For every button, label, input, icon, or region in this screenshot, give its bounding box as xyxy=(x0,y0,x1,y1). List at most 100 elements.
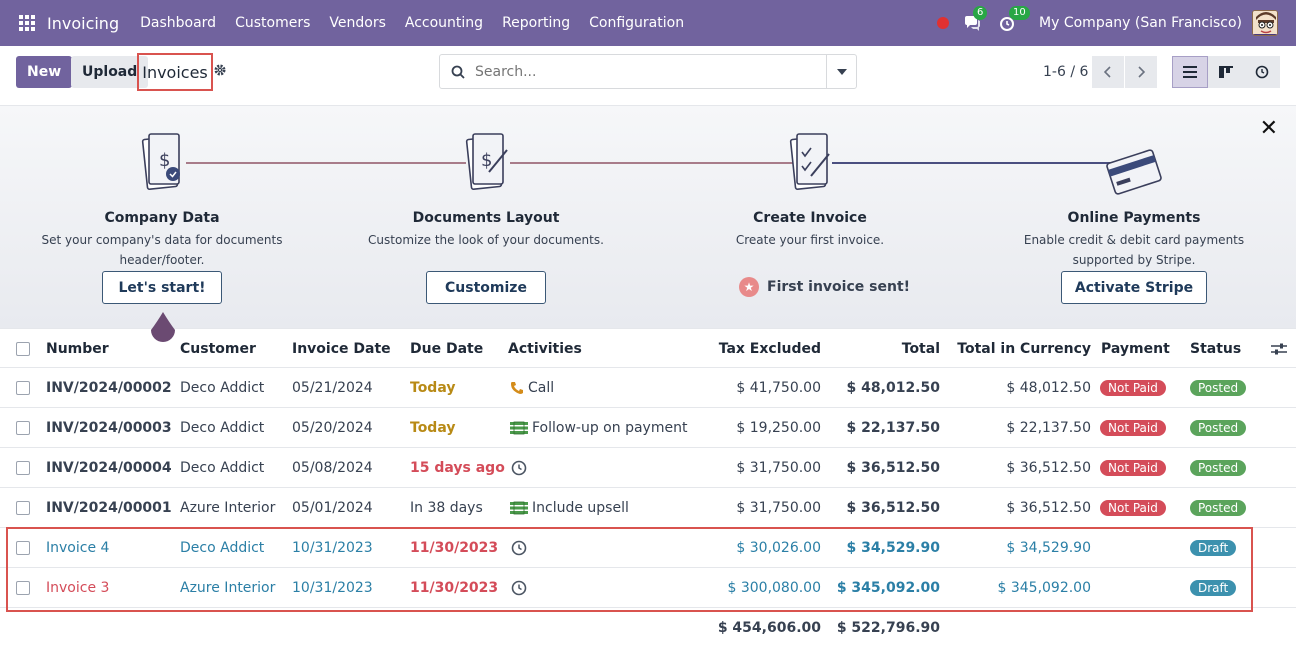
messages-icon[interactable]: 6 xyxy=(963,6,988,32)
status-badge: Draft xyxy=(1190,580,1237,596)
cell-total: $ 34,529.90 xyxy=(846,540,940,556)
first-invoice-sent-status: ★ First invoice sent! xyxy=(739,277,910,297)
cell-total-in-currency: $ 345,092.00 xyxy=(997,580,1091,596)
column-status[interactable]: Status xyxy=(1190,341,1242,357)
onboarding-step-online-payments: Online Payments Enable credit & debit ca… xyxy=(994,128,1274,270)
cell-total: $ 36,512.50 xyxy=(846,500,940,516)
column-activities[interactable]: Activities xyxy=(508,341,582,357)
table-row[interactable]: Invoice 3 Azure Interior 10/31/2023 11/3… xyxy=(0,568,1296,608)
select-all-checkbox[interactable] xyxy=(16,342,30,356)
money-icon xyxy=(510,421,528,435)
onboarding-step-create-invoice: Create Invoice Create your first invoice… xyxy=(670,128,950,250)
recording-dot-icon[interactable] xyxy=(937,17,950,29)
cell-total: $ 345,092.00 xyxy=(836,580,940,596)
column-total[interactable]: Total xyxy=(901,341,940,357)
pager-next-button[interactable] xyxy=(1125,56,1157,88)
activity-label: Follow-up on payment xyxy=(532,420,688,436)
menu-customers[interactable]: Customers xyxy=(235,15,311,31)
company-data-illustration-icon: $ xyxy=(22,128,302,198)
menu-dashboard[interactable]: Dashboard xyxy=(140,15,217,31)
step-title: Company Data xyxy=(104,210,220,226)
cell-total-in-currency: $ 34,529.90 xyxy=(1006,540,1091,556)
onboarding-panel: ✕ $ Company Data Set your company's data… xyxy=(0,106,1296,328)
row-checkbox[interactable] xyxy=(16,381,30,395)
gear-icon[interactable] xyxy=(214,64,226,80)
activity-view-button[interactable] xyxy=(1244,56,1280,88)
cell-invoice-date: 05/21/2024 xyxy=(292,380,373,396)
column-customer[interactable]: Customer xyxy=(180,341,256,357)
documents-layout-illustration-icon: $ xyxy=(346,128,626,198)
customize-button[interactable]: Customize xyxy=(426,271,546,304)
cell-number: INV/2024/00004 xyxy=(46,460,172,476)
cell-activity[interactable] xyxy=(511,568,531,608)
company-switcher[interactable]: My Company (San Francisco) xyxy=(1039,15,1242,31)
list-view-button[interactable] xyxy=(1172,56,1208,88)
cell-total-in-currency: $ 48,012.50 xyxy=(1006,380,1091,396)
column-payment[interactable]: Payment xyxy=(1101,341,1170,357)
table-row[interactable]: INV/2024/00003 Deco Addict 05/20/2024 To… xyxy=(0,408,1296,448)
step-desc: Enable credit & debit card payments xyxy=(1023,233,1245,247)
total-tax-excluded: $ 454,606.00 xyxy=(717,620,821,636)
new-button[interactable]: New xyxy=(16,56,73,88)
column-total-in-currency[interactable]: Total in Currency xyxy=(957,341,1091,357)
payment-badge: Not Paid xyxy=(1100,460,1166,476)
search-options-toggle[interactable] xyxy=(826,55,856,88)
pager-value[interactable]: 1-6 / 6 xyxy=(1043,64,1089,80)
cell-activity[interactable] xyxy=(511,528,531,568)
step-desc: Set your company's data for documents xyxy=(41,233,283,247)
pager-previous-button[interactable] xyxy=(1092,56,1124,88)
progress-line xyxy=(186,162,466,164)
cell-customer: Deco Addict xyxy=(180,460,265,476)
column-settings-icon[interactable] xyxy=(1271,329,1287,369)
lets-start-button[interactable]: Let's start! xyxy=(102,271,222,304)
row-checkbox[interactable] xyxy=(16,421,30,435)
search-input[interactable] xyxy=(475,63,825,80)
table-row[interactable]: Invoice 4 Deco Addict 10/31/2023 11/30/2… xyxy=(0,528,1296,568)
kanban-view-button[interactable] xyxy=(1208,56,1244,88)
messages-badge: 6 xyxy=(973,6,988,20)
activate-stripe-button[interactable]: Activate Stripe xyxy=(1061,271,1207,304)
status-badge: Posted xyxy=(1190,420,1247,436)
cell-activity[interactable] xyxy=(511,448,531,488)
search-bar xyxy=(439,54,857,89)
cell-due-date: 15 days ago xyxy=(410,460,505,476)
cell-total: $ 36,512.50 xyxy=(846,460,940,476)
clock-icon xyxy=(1255,65,1269,79)
table-row[interactable]: INV/2024/00004 Deco Addict 05/08/2024 15… xyxy=(0,448,1296,488)
upload-button[interactable]: Upload xyxy=(71,56,149,88)
cell-customer: Deco Addict xyxy=(180,420,265,436)
apps-menu-icon[interactable] xyxy=(19,15,35,31)
svg-text:$: $ xyxy=(159,150,170,171)
cell-due-date: 11/30/2023 xyxy=(410,540,499,556)
cell-activity[interactable]: Call xyxy=(510,368,554,408)
column-tax-excluded[interactable]: Tax Excluded xyxy=(718,341,821,357)
column-number[interactable]: Number xyxy=(46,341,109,357)
menu-reporting[interactable]: Reporting xyxy=(502,15,571,31)
activity-clock-icon[interactable]: 10 xyxy=(999,6,1030,32)
menu-vendors[interactable]: Vendors xyxy=(329,15,386,31)
row-checkbox[interactable] xyxy=(16,581,30,595)
row-checkbox[interactable] xyxy=(16,501,30,515)
app-name[interactable]: Invoicing xyxy=(47,13,120,33)
svg-text:$: $ xyxy=(481,150,492,171)
menu-accounting[interactable]: Accounting xyxy=(404,15,484,31)
close-icon[interactable]: ✕ xyxy=(1259,116,1278,141)
invoice-list-table: Number Customer Invoice Date Due Date Ac… xyxy=(0,328,1296,608)
cell-invoice-date: 05/08/2024 xyxy=(292,460,373,476)
cell-number: INV/2024/00001 xyxy=(46,500,172,516)
onboarding-step-company-data: $ Company Data Set your company's data f… xyxy=(22,128,302,270)
table-row[interactable]: INV/2024/00001 Azure Interior 05/01/2024… xyxy=(0,488,1296,528)
row-checkbox[interactable] xyxy=(16,541,30,555)
column-invoice-date[interactable]: Invoice Date xyxy=(292,341,391,357)
cell-activity[interactable]: Follow-up on payment xyxy=(510,408,687,448)
row-checkbox[interactable] xyxy=(16,461,30,475)
menu-configuration[interactable]: Configuration xyxy=(589,15,685,31)
table-row[interactable]: INV/2024/00002 Deco Addict 05/21/2024 To… xyxy=(0,368,1296,408)
cell-invoice-date: 10/31/2023 xyxy=(292,540,373,556)
cell-due-date: 11/30/2023 xyxy=(410,580,499,596)
column-due-date[interactable]: Due Date xyxy=(410,341,484,357)
user-avatar[interactable] xyxy=(1252,10,1278,36)
chevron-left-icon xyxy=(1104,66,1111,78)
caret-down-icon xyxy=(836,68,847,75)
cell-activity[interactable]: Include upsell xyxy=(510,488,629,528)
